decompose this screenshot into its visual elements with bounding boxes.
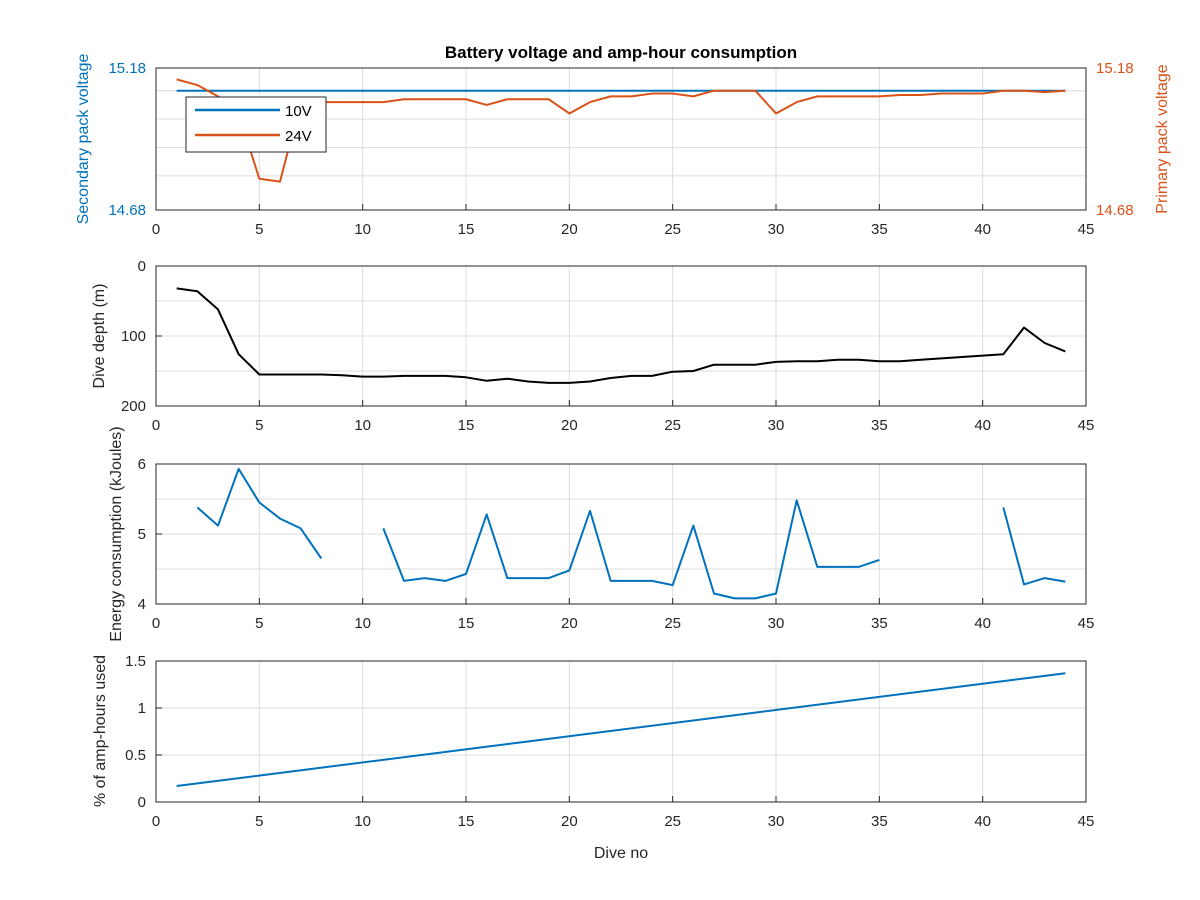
depth-x-tick-label: 30 xyxy=(768,417,785,434)
energy-x-tick-label: 10 xyxy=(354,615,371,632)
voltage-x-tick-label: 10 xyxy=(354,221,371,238)
energy-x-tick-label: 20 xyxy=(561,615,578,632)
legend-label-10v: 10V xyxy=(285,103,312,120)
depth-x-tick-label: 25 xyxy=(664,417,681,434)
energy-x-tick-label: 5 xyxy=(255,615,263,632)
amphours-panel: 0 5 10 15 20 25 30 35 40 45 0 0.5 1 1.5 % of amp-hou… xyxy=(92,653,1094,862)
depth-series-line xyxy=(176,287,1066,384)
amphours-axes-frame xyxy=(155,660,1087,803)
energy-x-ticks: 0 5 10 15 20 25 30 35 40 45 xyxy=(152,598,1095,632)
amphours-x-tick-label: 15 xyxy=(458,813,475,830)
depth-x-tick-label: 20 xyxy=(561,417,578,434)
depth-x-tick-label: 35 xyxy=(871,417,888,434)
voltage-axes-frame xyxy=(155,67,1087,211)
energy-x-tick-label: 25 xyxy=(664,615,681,632)
energy-y-tick-label: 6 xyxy=(138,456,146,473)
depth-axis-label: Dive depth (m) xyxy=(91,284,108,389)
energy-series-group xyxy=(196,467,1066,600)
voltage-panel: 0 5 10 15 20 25 30 35 40 45 14.68 15.18 14.68 15.18… xyxy=(75,43,1171,238)
voltage-x-tick-label: 0 xyxy=(152,221,160,238)
depth-x-tick-label: 0 xyxy=(152,417,160,434)
depth-y-tick-label: 0 xyxy=(138,258,146,275)
depth-x-ticks: 0 5 10 15 20 25 30 35 40 45 xyxy=(152,400,1095,434)
voltage-x-tick-label: 15 xyxy=(458,221,475,238)
voltage-x-tick-label: 20 xyxy=(561,221,578,238)
energy-x-tick-label: 30 xyxy=(768,615,785,632)
amphours-y-tick-label: 1 xyxy=(138,700,146,717)
amphours-y-tick-label: 0 xyxy=(138,794,146,811)
legend-box xyxy=(185,96,327,153)
amphours-series-line xyxy=(176,672,1066,788)
depth-x-tick-label: 15 xyxy=(458,417,475,434)
amphours-x-tick-label: 0 xyxy=(152,813,160,830)
voltage-y-ticks-right: 14.68 15.18 xyxy=(1080,60,1134,219)
depth-y-ticks: 0 100 200 xyxy=(121,258,162,415)
energy-x-tick-label: 45 xyxy=(1078,615,1095,632)
legend: 10V 24V xyxy=(185,96,327,153)
energy-series-line xyxy=(196,467,1066,600)
energy-panel: 0 5 10 15 20 25 30 35 40 45 456 Energy consumptio… xyxy=(108,426,1094,641)
amphours-grid xyxy=(156,661,1086,802)
voltage-y-tick-label: 14.68 xyxy=(108,202,146,219)
amphours-y-tick-label: 0.5 xyxy=(125,747,146,764)
chart-title: Battery voltage and amp-hour consumption xyxy=(445,43,797,62)
depth-x-tick-label: 40 xyxy=(974,417,991,434)
primary-voltage-axis-label: Primary pack voltage xyxy=(1154,64,1171,213)
x-axis-label: Dive no xyxy=(594,845,648,862)
depth-x-tick-label: 10 xyxy=(354,417,371,434)
amphours-axis-label: % of amp-hours used xyxy=(92,655,109,807)
secondary-voltage-axis-label: Secondary pack voltage xyxy=(75,54,92,225)
energy-x-tick-label: 15 xyxy=(458,615,475,632)
voltage-y-right-tick-label: 14.68 xyxy=(1096,202,1134,219)
voltage-y-ticks-left: 14.68 15.18 xyxy=(108,60,162,219)
energy-x-tick-label: 35 xyxy=(871,615,888,632)
amphours-x-tick-label: 45 xyxy=(1078,813,1095,830)
amphours-x-tick-label: 20 xyxy=(561,813,578,830)
depth-grid xyxy=(156,266,1086,406)
depth-panel: 0 5 10 15 20 25 30 35 40 45 0 100 200 Dive depth (m… xyxy=(91,258,1094,434)
amphours-x-tick-label: 10 xyxy=(354,813,371,830)
amphours-x-tick-label: 40 xyxy=(974,813,991,830)
depth-x-tick-label: 45 xyxy=(1078,417,1095,434)
amphours-x-tick-label: 30 xyxy=(768,813,785,830)
amphours-x-tick-label: 5 xyxy=(255,813,263,830)
voltage-x-tick-label: 5 xyxy=(255,221,263,238)
voltage-y-tick-label: 15.18 xyxy=(108,60,146,77)
amphours-series-group xyxy=(176,672,1066,788)
energy-grid xyxy=(156,464,1086,604)
voltage-x-ticks: 0 5 10 15 20 25 30 35 40 45 xyxy=(152,204,1095,238)
amphours-y-tick-label: 1.5 xyxy=(125,653,146,670)
energy-y-tick-label: 4 xyxy=(138,596,146,613)
amphours-x-tick-label: 35 xyxy=(871,813,888,830)
energy-y-tick-label: 5 xyxy=(138,526,146,543)
voltage-x-tick-label: 25 xyxy=(664,221,681,238)
voltage-x-tick-label: 35 xyxy=(871,221,888,238)
depth-series-group xyxy=(176,287,1066,384)
depth-y-tick-label: 200 xyxy=(121,398,146,415)
voltage-x-tick-label: 45 xyxy=(1078,221,1095,238)
voltage-x-tick-label: 30 xyxy=(768,221,785,238)
amphours-x-tick-label: 25 xyxy=(664,813,681,830)
energy-axis-label: Energy consumption (kJoules) xyxy=(108,426,125,641)
energy-y-ticks: 4 5 6 xyxy=(138,456,162,613)
amphours-y-ticks: 0 0.5 1 1.5 xyxy=(125,653,162,811)
legend-label-24v: 24V xyxy=(285,128,312,145)
voltage-x-tick-label: 40 xyxy=(974,221,991,238)
energy-x-tick-label: 40 xyxy=(974,615,991,632)
amphours-x-ticks: 0 5 10 15 20 25 30 35 40 45 xyxy=(152,796,1095,830)
energy-x-tick-label: 0 xyxy=(152,615,160,632)
depth-y-tick-label: 100 xyxy=(121,328,146,345)
voltage-y-right-tick-label: 15.18 xyxy=(1096,60,1134,77)
depth-x-tick-label: 5 xyxy=(255,417,263,434)
